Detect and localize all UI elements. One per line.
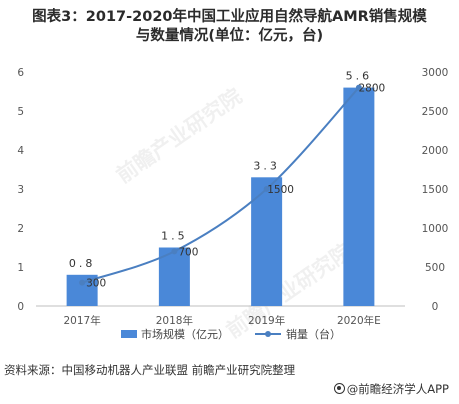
x-tick-label: 2018年 (156, 314, 193, 327)
line-value-label: 2800 (359, 83, 386, 95)
y-left-tick-label: 4 (17, 145, 24, 157)
brand-label: @前瞻经济学人APP (333, 381, 449, 397)
legend-label-bar: 市场规模（亿元） (141, 327, 229, 341)
bar (158, 247, 190, 306)
y-left-tick-label: 3 (17, 184, 24, 196)
line-point (79, 279, 86, 286)
chart-title-line-2: 与数量情况(单位：亿元，台) (135, 28, 324, 44)
y-right-tick-label: 2500 (422, 106, 449, 118)
brand-logo-icon (333, 383, 345, 394)
y-left-tick-label: 1 (17, 262, 24, 274)
y-left-tick-label: 0 (17, 301, 24, 313)
y-right-tick-label: 3000 (422, 67, 449, 79)
bar (343, 87, 375, 306)
y-left-tick-label: 6 (17, 67, 24, 79)
y-right-tick-label: 0 (432, 301, 439, 313)
x-tick-label: 2019年 (248, 314, 285, 327)
y-right-tick-label: 500 (425, 262, 445, 274)
chart-title-line-1: 图表3：2017-2020年中国工业应用自然导航AMR销售规模 (32, 9, 427, 25)
series-line-sales (81, 86, 360, 284)
brand-text: @前瞻经济学人APP (346, 382, 449, 396)
y-right-tick-label: 1000 (422, 223, 449, 235)
x-tick-label: 2020年E (337, 314, 381, 327)
line-value-label: 700 (178, 246, 198, 258)
line-value-label: 300 (86, 278, 106, 290)
y-right-tick-label: 2000 (422, 145, 449, 157)
line-point (355, 84, 362, 91)
line-value-label: 1500 (267, 184, 294, 196)
line-point (171, 248, 178, 255)
y-right-tick-label: 1500 (422, 184, 449, 196)
bar (251, 177, 283, 306)
bar-value-label: 1.5 (161, 230, 188, 243)
line-point (263, 186, 270, 192)
bar-value-label: 0.8 (69, 257, 96, 270)
legend-swatch-line-marker (265, 331, 271, 337)
bar-value-label: 3.3 (253, 159, 280, 172)
x-tick-label: 2017年 (64, 314, 101, 327)
y-left-tick-label: 2 (17, 223, 24, 235)
legend-label-line: 销量（台） (286, 327, 341, 341)
bar-value-label: 5.6 (346, 70, 373, 83)
source-note: 资料来源：中国移动机器人产业联盟 前瞻产业研究院整理 (4, 363, 296, 377)
y-left-tick-label: 5 (17, 106, 24, 118)
legend-swatch-bar (121, 330, 137, 338)
